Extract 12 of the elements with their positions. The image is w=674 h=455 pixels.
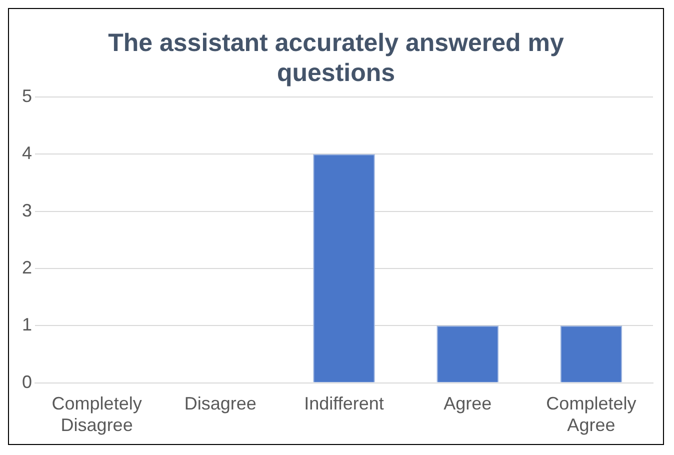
y-tick-label: 3 <box>22 200 32 220</box>
x-tick-label: Agree <box>444 394 492 414</box>
y-tick-label: 4 <box>22 143 32 164</box>
x-tick-label: Disagree <box>184 394 256 414</box>
x-tick-label: Completely Agree <box>546 394 636 436</box>
y-tick-label: 1 <box>22 314 32 335</box>
y-tick-label: 0 <box>22 372 32 392</box>
x-tick-label: Indifferent <box>304 394 384 414</box>
x-tick-label: Completely Disagree <box>52 394 142 436</box>
chart-title: The assistant accurately answered my questions <box>108 28 564 87</box>
y-tick-label: 5 <box>22 86 32 106</box>
y-tick-label: 2 <box>22 257 32 278</box>
